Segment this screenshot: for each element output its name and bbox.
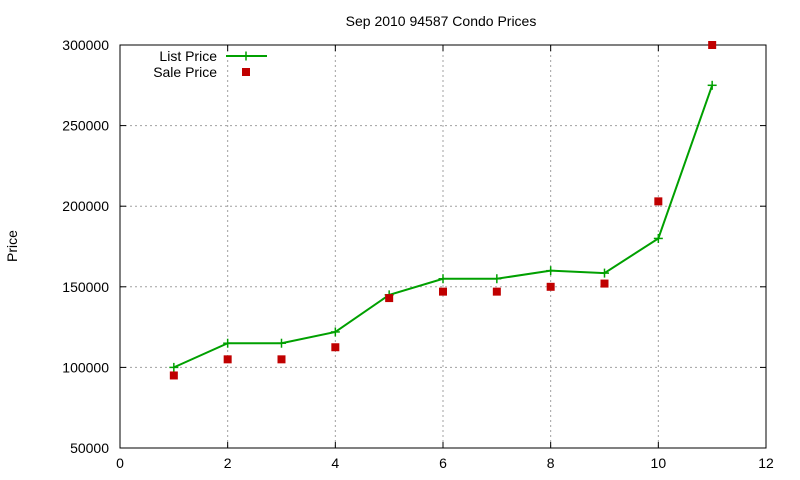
list-price-point	[223, 338, 233, 348]
sale-price-point	[439, 287, 447, 296]
list-price-point	[438, 274, 448, 284]
y-axis-label: Price	[4, 230, 20, 262]
sale-price-point	[385, 294, 394, 303]
list-price-point	[330, 327, 340, 337]
x-tick-label: 0	[116, 455, 124, 471]
y-tick-label: 200000	[62, 198, 109, 214]
sale-price-point	[169, 371, 178, 380]
y-tick-label: 300000	[62, 37, 109, 53]
x-tick-label: 8	[547, 455, 555, 471]
list-price-point	[707, 80, 717, 90]
sale-price-point	[708, 41, 717, 49]
list-price-point	[600, 268, 609, 278]
legend-label: List Price	[159, 48, 217, 64]
legend-square-marker	[242, 68, 250, 76]
list-price-point	[277, 338, 286, 348]
sale-price-point	[546, 282, 555, 291]
x-tick-label: 10	[651, 455, 667, 471]
list-price-point	[169, 362, 179, 372]
sale-price-point	[277, 355, 286, 364]
sale-price-point	[600, 279, 609, 288]
plot-area	[169, 41, 717, 380]
y-tick-label: 50000	[70, 440, 109, 456]
sale-price-point	[654, 197, 663, 206]
chart-title: Sep 2010 94587 Condo Prices	[346, 13, 537, 29]
sale-price-point	[331, 343, 340, 352]
legend-plus-marker	[241, 51, 251, 61]
y-tick-label: 100000	[62, 359, 109, 375]
axes: 0 2 4 6 8 10 12 50000 100000 150000 200000 250000 30…	[62, 37, 774, 471]
list-price-point	[653, 233, 663, 243]
y-tick-label: 150000	[62, 279, 109, 295]
x-tick-label: 6	[439, 455, 447, 471]
y-tick-label: 250000	[62, 118, 109, 134]
grid	[120, 45, 766, 448]
list-price-point	[546, 266, 556, 276]
legend-label: Sale Price	[153, 64, 217, 80]
x-tick-label: 4	[331, 455, 339, 471]
list-price-point	[492, 274, 502, 284]
x-tick-label: 12	[758, 455, 774, 471]
x-tick-label: 2	[224, 455, 232, 471]
sale-price-point	[492, 287, 501, 296]
sale-price-point	[223, 355, 232, 364]
